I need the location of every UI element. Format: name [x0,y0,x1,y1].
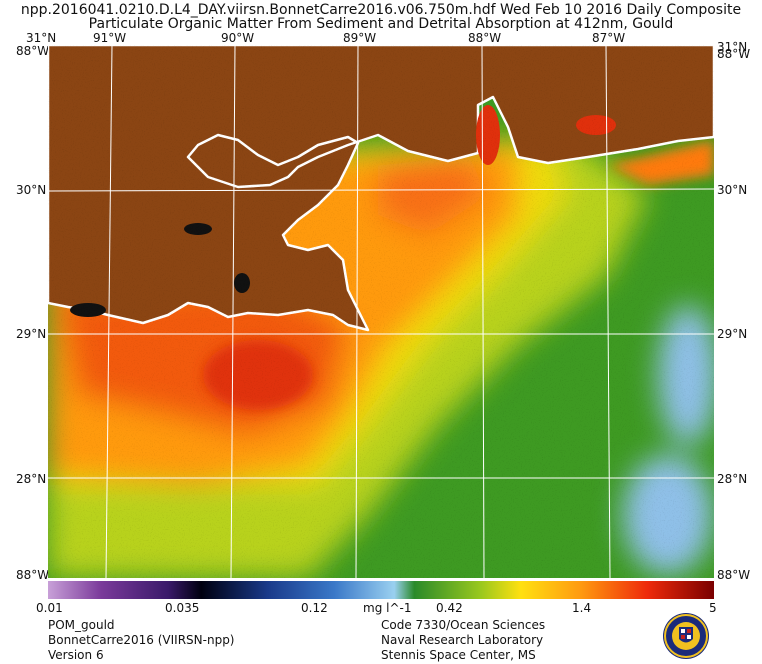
corner-label-bottom-right: 88°W [717,568,751,582]
product-name: POM_gould [48,618,115,632]
lat-label-top-right: 31°N [717,40,748,54]
speckle-texture [48,45,714,578]
corner-label-top-left: 88°W [16,44,50,58]
lat-label-28n-right: 28°N [717,472,748,486]
org-location: Stennis Space Center, MS [381,648,536,662]
lat-label-top-left: 31°N [26,31,57,45]
lat-label-29n-left: 29°N [16,327,47,341]
colorbar-tick-0: 0.01 [36,601,63,615]
lon-label-91w: 91°W [93,31,127,45]
version: Version 6 [48,648,104,662]
colorbar-unit: mg l^-1 [363,601,412,615]
region-sensor: BonnetCarre2016 (VIIRSN-npp) [48,633,235,647]
footer-left: POM_gould BonnetCarre2016 (VIIRSN-npp) V… [48,618,235,663]
lon-label-90w: 90°W [221,31,255,45]
lat-label-30n-left: 30°N [16,183,47,197]
lon-label-88w: 88°W [468,31,502,45]
corner-label-top-right: 88°W [717,47,751,61]
colorbar-tick-4: 1.4 [572,601,592,615]
naval-research-laboratory-seal-icon [663,613,709,659]
org-code: Code 7330/Ocean Sciences [381,618,546,632]
colorbar [48,581,714,599]
colorbar-tick-5: 5 [709,601,717,615]
lat-label-29n-right: 29°N [717,327,748,341]
colorbar-tick-3: 0.42 [436,601,463,615]
map-title-line2: Particulate Organic Matter From Sediment… [88,16,674,32]
map-title-line1: npp.2016041.0210.D.L4_DAY.viirsn.BonnetC… [20,2,742,18]
lon-label-89w: 89°W [343,31,377,45]
colorbar-tick-2: 0.12 [301,601,328,615]
colorbar-tick-1: 0.035 [165,601,200,615]
graticule [48,45,714,578]
lat-label-28n-left: 28°N [16,472,47,486]
lat-label-30n-right: 30°N [717,183,748,197]
satellite-pom-map [48,45,714,578]
corner-label-bottom-left: 88°W [16,568,50,582]
org-name: Naval Research Laboratory [381,633,544,647]
lon-label-87w: 87°W [592,31,626,45]
footer-right: Code 7330/Ocean Sciences Naval Research … [381,618,545,663]
